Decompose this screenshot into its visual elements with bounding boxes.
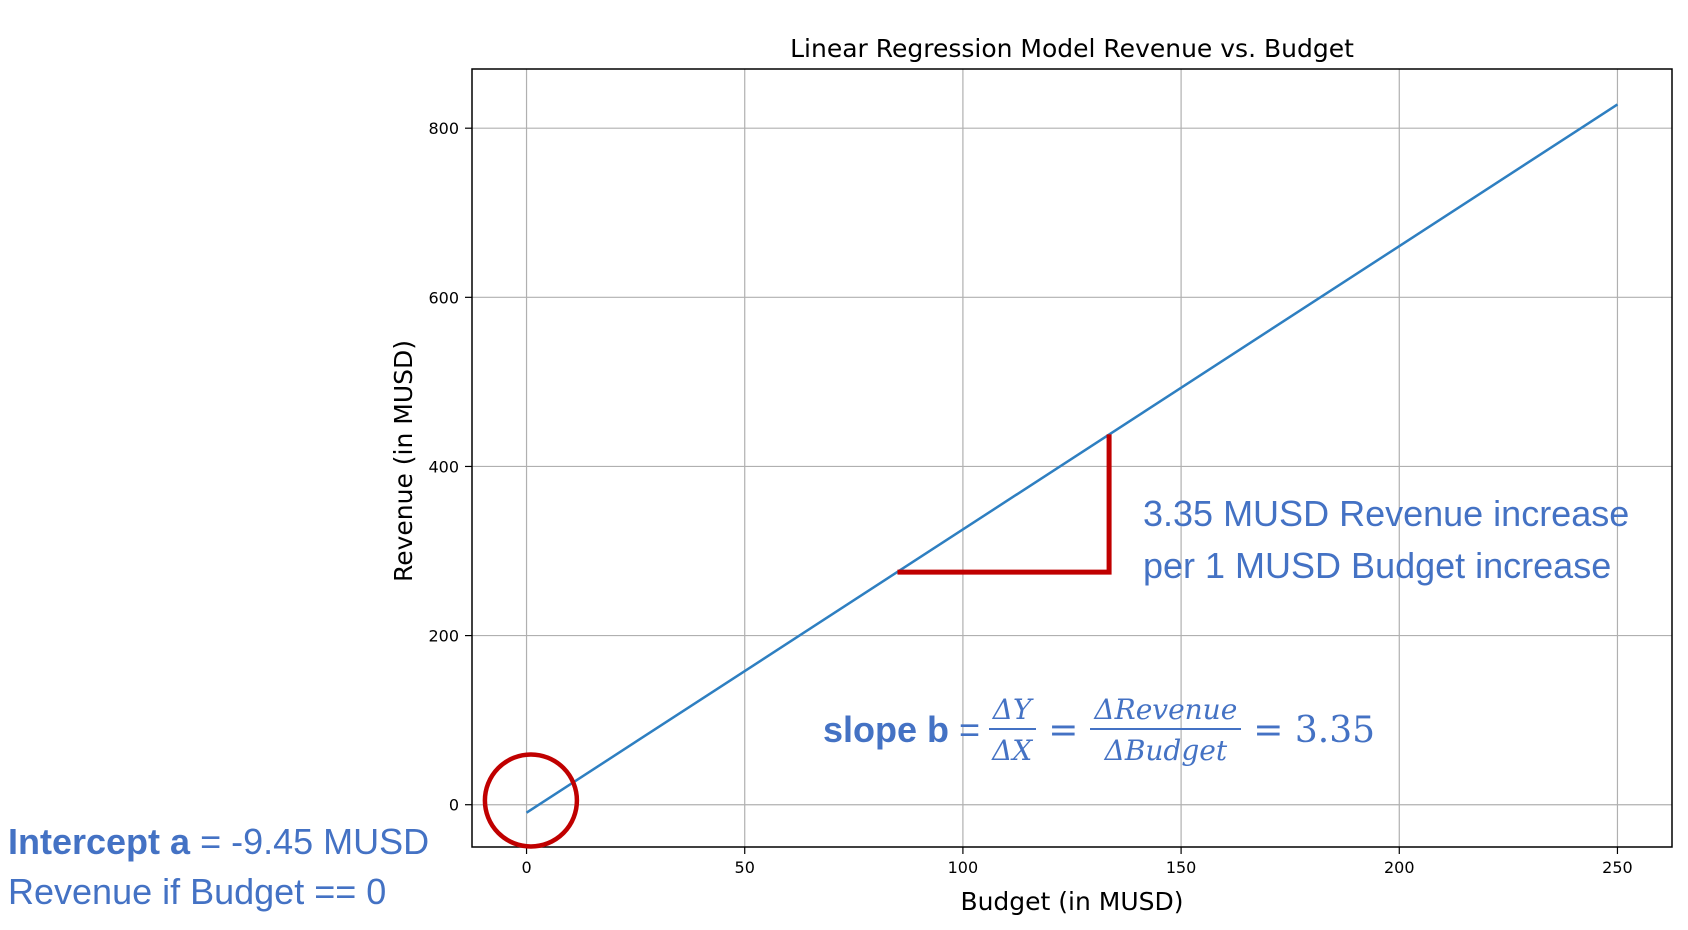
slope-label: slope b bbox=[823, 709, 950, 750]
y-tick-label: 400 bbox=[428, 457, 459, 476]
slope-equals-sign: = bbox=[959, 709, 981, 750]
x-tick-label: 0 bbox=[521, 858, 531, 877]
series-layer bbox=[525, 103, 1619, 814]
slope-triangle bbox=[897, 434, 1112, 575]
annotation-overlay bbox=[482, 434, 1112, 849]
delta-revenue-over-delta-budget: ΔRevenue ΔBudget bbox=[1090, 693, 1242, 767]
intercept-value: = -9.45 MUSD bbox=[200, 821, 430, 862]
slope-result: = 3.35 bbox=[1253, 709, 1376, 751]
slope-formula: slope b = ΔY ΔX = ΔRevenue ΔBudget = 3.3… bbox=[823, 680, 1379, 780]
intercept-label: Intercept a bbox=[8, 821, 191, 862]
fraction-numerator-revenue: ΔRevenue bbox=[1090, 693, 1242, 730]
intercept-line: Intercept a = -9.45 MUSD bbox=[8, 817, 429, 867]
grid-lines bbox=[472, 69, 1672, 847]
fraction-numerator-dy: ΔY bbox=[988, 693, 1036, 730]
x-tick-label: 100 bbox=[948, 858, 979, 877]
increase-line-2: per 1 MUSD Budget increase bbox=[1143, 545, 1612, 586]
y-tick-label: 600 bbox=[428, 288, 459, 307]
intercept-description: Revenue if Budget == 0 bbox=[8, 871, 387, 912]
equals-sign: = bbox=[1048, 709, 1079, 751]
fraction-denominator-budget: ΔBudget bbox=[1104, 734, 1228, 767]
intercept-annotation: Intercept a = -9.45 MUSD Revenue if Budg… bbox=[8, 817, 429, 917]
regression-line bbox=[525, 103, 1619, 814]
x-axis-label: Budget (in MUSD) bbox=[960, 887, 1183, 916]
increase-line-1: 3.35 MUSD Revenue increase bbox=[1143, 493, 1630, 534]
x-tick-label: 150 bbox=[1166, 858, 1197, 877]
fraction-denominator-dx: ΔX bbox=[992, 734, 1033, 767]
axis-ticks: 0 50 100 150 200 250 0 200 400 600 800 bbox=[428, 119, 1632, 877]
y-tick-label: 200 bbox=[428, 627, 459, 646]
y-axis-label: Revenue (in MUSD) bbox=[389, 340, 418, 582]
delta-y-over-delta-x: ΔY ΔX bbox=[988, 693, 1036, 767]
y-tick-label: 800 bbox=[428, 119, 459, 138]
y-tick-label: 0 bbox=[449, 796, 459, 815]
revenue-increase-annotation: 3.35 MUSD Revenue increase per 1 MUSD Bu… bbox=[1143, 488, 1629, 592]
x-tick-label: 50 bbox=[735, 858, 755, 877]
x-tick-label: 250 bbox=[1602, 858, 1633, 877]
plot-frame bbox=[471, 68, 1673, 848]
chart-title: Linear Regression Model Revenue vs. Budg… bbox=[790, 34, 1354, 63]
x-tick-label: 200 bbox=[1384, 858, 1415, 877]
intercept-circle bbox=[482, 752, 580, 849]
